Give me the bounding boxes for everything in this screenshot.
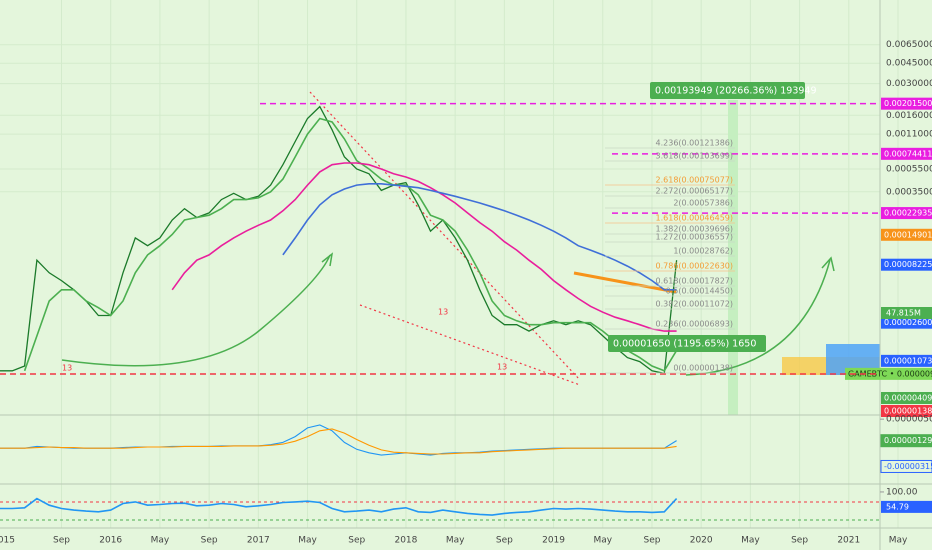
- price-badge: [881, 147, 932, 160]
- volume-label: 47.815M: [886, 309, 921, 318]
- price-badge-label: 0.00008225: [884, 260, 932, 269]
- price-line: [0, 105, 678, 375]
- moving-average: [171, 162, 677, 332]
- price-badge: [881, 392, 932, 404]
- x-tick-label: Sep: [201, 536, 218, 546]
- fib-label: 0.382(0.00011072): [656, 300, 734, 309]
- grid: [0, 0, 899, 528]
- count-label: 13: [497, 363, 507, 372]
- price-badge: [881, 97, 932, 110]
- fib-label: 3.618(0.00103699): [656, 152, 734, 161]
- x-tick-label: 2018: [394, 536, 417, 546]
- x-tick-label: 2017: [247, 536, 270, 546]
- arrow-head: [321, 252, 334, 267]
- y-tick-label: 100.00: [886, 487, 918, 497]
- count-label: 13: [62, 364, 72, 373]
- price-badge-label: 0.00014901: [884, 230, 932, 239]
- price-badge: [881, 228, 932, 241]
- fib-label: 4.236(0.00121386): [656, 139, 734, 148]
- measure-box: [608, 335, 766, 352]
- price-badge: [881, 258, 932, 271]
- price-badge-label: 0.00002600: [884, 318, 932, 327]
- fib-label: 0.786(0.00022630): [656, 262, 734, 271]
- fib-label: 0.236(0.00006893): [656, 320, 734, 329]
- fib-label: 2(0.00057386): [673, 199, 733, 208]
- x-tick-label: May: [889, 536, 908, 546]
- x-tick-label: 2016: [99, 536, 122, 546]
- x-tick-label: Sep: [496, 536, 513, 546]
- price-badge-label: GAMEBTC • 0.00000941: [848, 369, 932, 378]
- x-tick-label: Sep: [348, 536, 365, 546]
- price-badge: [881, 354, 932, 367]
- fib-label: 1.272(0.00036557): [656, 233, 734, 242]
- x-tick-label: 2020: [690, 536, 713, 546]
- price-badge-label: 0.00001073: [884, 356, 932, 365]
- projection-band: [728, 100, 738, 415]
- x-tick-label: 2021: [837, 536, 860, 546]
- price-badge: [845, 367, 932, 380]
- price-badge: [881, 207, 932, 220]
- moving-average: [23, 117, 678, 372]
- count-label: 13: [438, 308, 448, 317]
- price-badge-label: 0.00074411: [884, 149, 932, 158]
- trend-line: [359, 304, 581, 386]
- price-badge-label: 0.00000138: [884, 407, 932, 416]
- fib-label: 0.618(0.00017827): [656, 277, 734, 286]
- price-badge: [881, 316, 932, 329]
- arrow-curve: [61, 254, 331, 367]
- x-tick-label: Sep: [791, 536, 808, 546]
- arrow-head: [821, 256, 835, 272]
- measure-box: [650, 82, 805, 99]
- fib-label: 2.618(0.00075077): [656, 176, 734, 185]
- measure-label: 0.00001650 (1195.65%) 1650: [613, 339, 756, 350]
- x-tick-label: May: [593, 536, 612, 546]
- volume-badge: [881, 307, 932, 319]
- trend-line: [573, 271, 677, 294]
- rsi-line: [0, 497, 678, 516]
- value-badge: [881, 500, 932, 513]
- moving-average: [282, 183, 677, 291]
- x-tick-label: 2019: [542, 536, 565, 546]
- trend-line: [309, 91, 581, 381]
- value-badge: [880, 434, 932, 448]
- value-badge: [880, 459, 932, 473]
- fib-label: 1.382(0.00039696): [656, 225, 734, 234]
- x-tick-label: Sep: [643, 536, 660, 546]
- fib-label: 2.272(0.00065177): [656, 187, 734, 196]
- price-badge: [881, 405, 932, 417]
- x-tick-label: May: [741, 536, 760, 546]
- macd-line: [0, 428, 677, 455]
- value-badge-label: 54.79: [886, 502, 909, 511]
- x-tick-label: 2015: [0, 536, 15, 546]
- fib-label: 1(0.00028762): [673, 247, 733, 256]
- price-badge-label: 0.00201500: [884, 99, 932, 108]
- x-tick-label: May: [298, 536, 317, 546]
- arrow-curve: [685, 259, 831, 376]
- fib-label: 1.618(0.00046459): [656, 214, 734, 223]
- value-badge-label: 0.00000129: [884, 436, 932, 445]
- x-tick-label: May: [151, 536, 170, 546]
- price-badge-label: 0.00022935: [884, 209, 932, 218]
- x-tick-label: Sep: [53, 536, 70, 546]
- measure-label: 0.00193949 (20266.36%) 193949: [655, 86, 817, 97]
- value-badge-label: -0.00000315: [884, 462, 932, 471]
- x-tick-label: May: [446, 536, 465, 546]
- fib-label: 0.5(0.00014450): [666, 287, 733, 296]
- price-badge-label: 0.00000409: [884, 394, 932, 403]
- fib-label: 0(0.00000138): [673, 364, 733, 373]
